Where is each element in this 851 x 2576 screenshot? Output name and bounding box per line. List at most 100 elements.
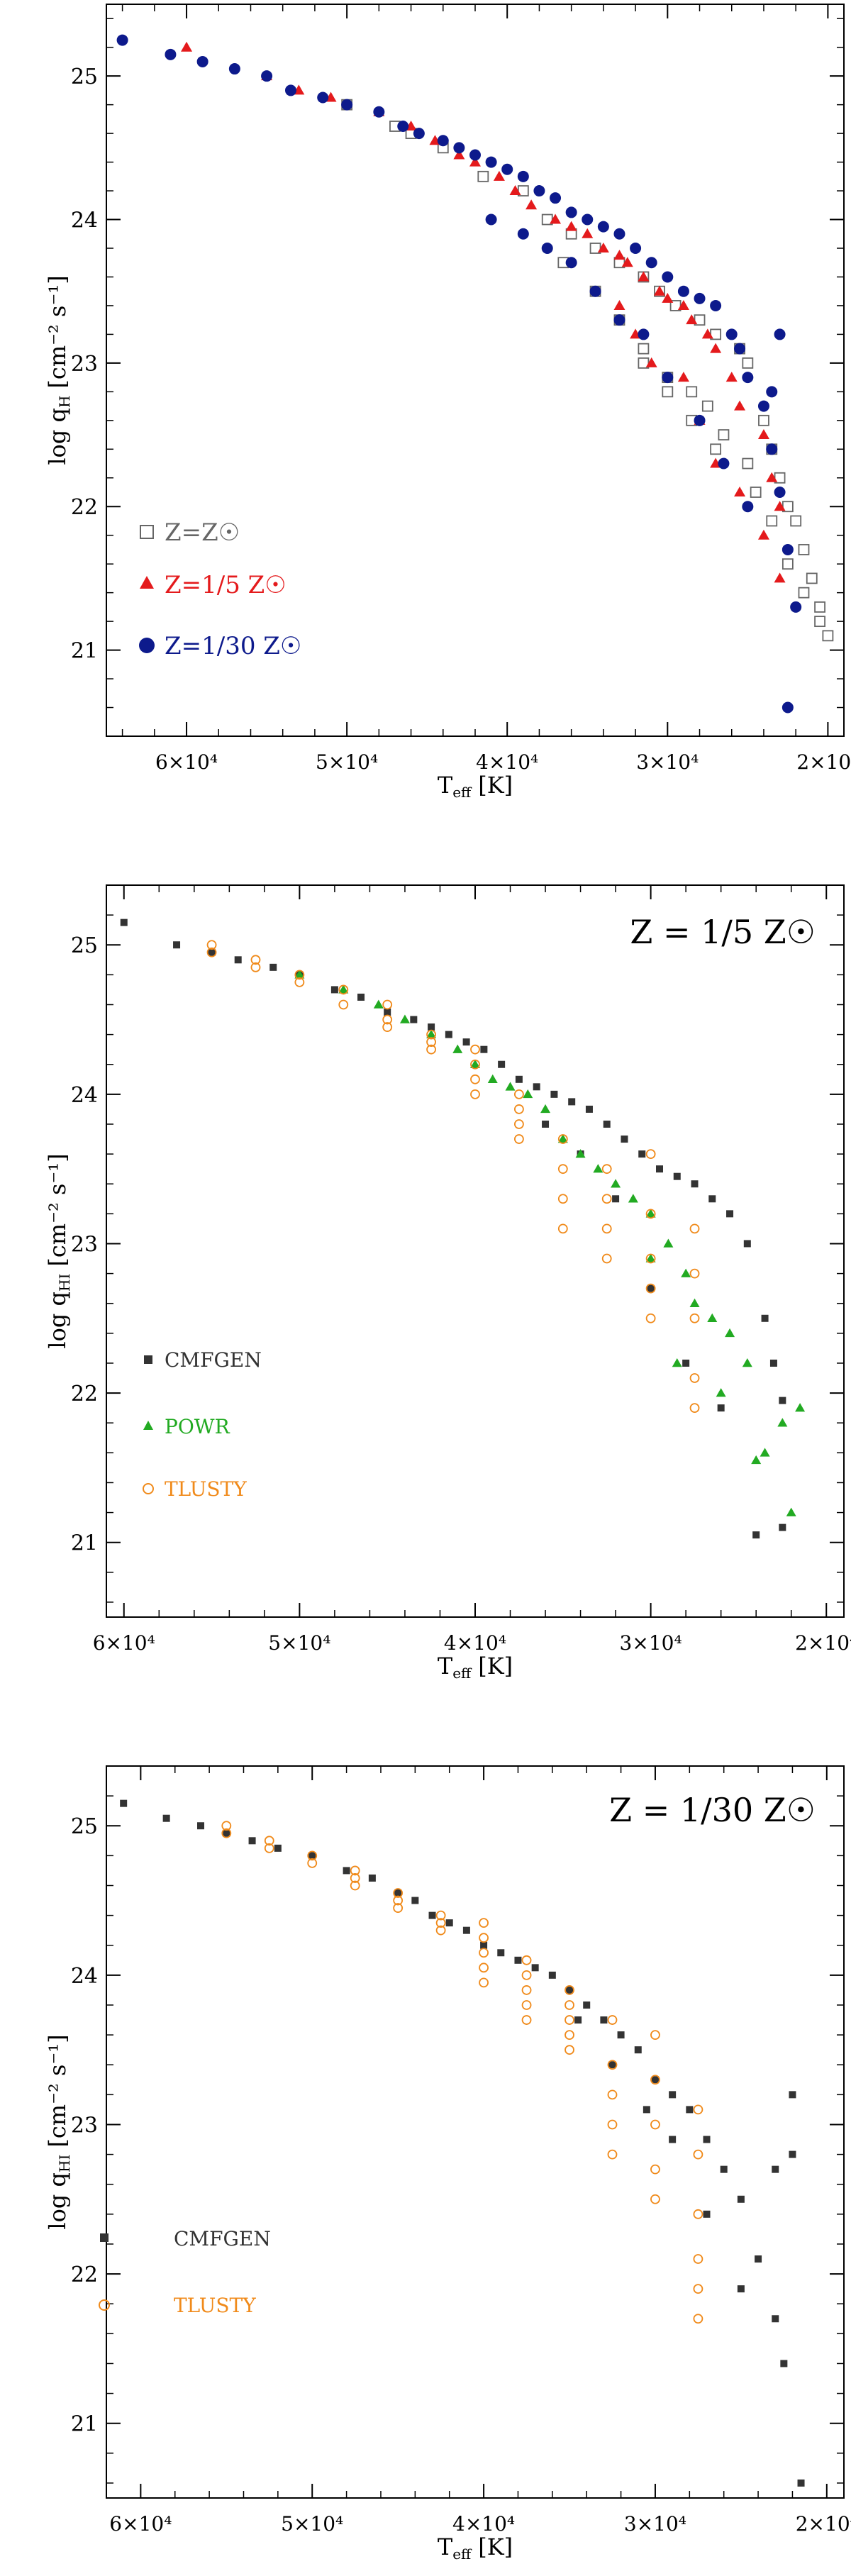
data-point (597, 221, 609, 233)
data-point (261, 70, 273, 82)
data-point (703, 2136, 711, 2143)
data-point (677, 372, 689, 382)
data-point (373, 999, 384, 1009)
data-point (343, 1867, 350, 1875)
data-point (777, 1418, 788, 1427)
panel-1-tick-labels: 21 22 23 24 25 6×10⁴ 5×10⁴ 4×10⁴ 3×10⁴ 2×10⁴ (71, 65, 851, 774)
data-point (264, 1843, 274, 1853)
panel-2-xlabel-sub: eff (452, 1665, 472, 1682)
data-point (411, 1897, 419, 1904)
data-point (638, 271, 650, 282)
data-point (814, 616, 825, 628)
panel-3-xlabel: Teff [K] (438, 2533, 513, 2563)
data-point (564, 2045, 574, 2055)
data-point (542, 1120, 550, 1128)
data-point (717, 1404, 725, 1412)
data-point (755, 2255, 762, 2263)
data-point (294, 970, 305, 980)
data-point (173, 941, 181, 949)
panel-1-ylabel: log qH [cm⁻² s⁻¹] (44, 275, 73, 465)
panel-3-xlabel-sub: eff (452, 2546, 472, 2563)
legend-marker-filled-triangle (140, 576, 154, 589)
panel-1-points (116, 34, 834, 714)
panel-1-ylabel-main: log q (44, 408, 71, 465)
data-point (607, 2119, 618, 2130)
data-point (566, 1986, 574, 1994)
data-point (317, 91, 329, 104)
x-tick-label: 3×10⁴ (636, 750, 699, 774)
data-point (564, 1985, 574, 1995)
data-point (693, 2104, 703, 2115)
y-tick-label: 21 (71, 1531, 98, 1556)
legend-label-fifth: Z=1/5 Z☉ (165, 571, 287, 599)
panel-2-xlabel: Teff [K] (438, 1653, 513, 1682)
data-point (514, 1104, 524, 1114)
data-point (564, 2000, 574, 2010)
panel-2-ylabel-sub: HI (56, 1274, 73, 1292)
data-point (790, 515, 802, 527)
data-point (181, 41, 193, 52)
data-point (250, 955, 261, 965)
panel-1-xlabel-unit: [K] (478, 772, 513, 799)
data-point (470, 1059, 480, 1070)
legend-marker-open-square (140, 525, 154, 539)
data-point (790, 601, 802, 613)
data-point (197, 1822, 205, 1830)
data-point (647, 1284, 655, 1292)
data-point (638, 328, 650, 340)
panel-3-tick-labels: 21 22 23 24 25 6×10⁴ 5×10⁴ 4×10⁴ 3×10⁴ 2×10⁴ (71, 1814, 851, 2536)
data-point (517, 228, 529, 240)
data-point (766, 515, 778, 527)
panel-2-ylabel-main: log q (44, 1292, 71, 1349)
x-tick-label: 2×10⁴ (796, 2512, 851, 2536)
x-tick-label: 2×10⁴ (795, 1631, 851, 1655)
data-point (686, 2106, 694, 2114)
panel-3-ticks (106, 1765, 844, 2498)
data-point (662, 292, 674, 303)
y-tick-label: 24 (71, 1083, 98, 1108)
x-tick-label: 5×10⁴ (281, 2512, 343, 2536)
data-point (742, 501, 754, 513)
data-point (686, 314, 698, 325)
data-point (613, 250, 625, 260)
data-point (689, 1298, 700, 1307)
data-point (583, 2001, 591, 2009)
panel-3-points (120, 1799, 805, 2487)
panel-3-ylabel: log qHI [cm⁻² s⁻¹] (44, 2034, 73, 2229)
legend-marker-filled-circle (139, 638, 155, 653)
data-point (693, 2284, 703, 2294)
data-point (470, 1089, 480, 1099)
data-point (165, 48, 177, 60)
data-point (120, 918, 128, 926)
data-point (612, 1195, 620, 1203)
data-point (462, 1926, 470, 1934)
data-point (575, 1149, 586, 1158)
data-point (769, 1359, 777, 1367)
data-point (693, 2254, 703, 2264)
data-point (514, 1089, 524, 1099)
legend-marker-powr (143, 1421, 153, 1430)
data-point (774, 572, 786, 583)
data-point (645, 1149, 656, 1160)
legend-label-tlusty: TLUSTY (174, 2294, 256, 2317)
data-point (779, 1397, 786, 1404)
data-point (779, 1523, 786, 1531)
data-point (497, 1949, 505, 1957)
data-point (814, 601, 825, 613)
x-tick-label: 6×10⁴ (155, 750, 218, 774)
data-point (540, 1104, 551, 1114)
data-point (621, 257, 633, 267)
data-point (593, 1164, 604, 1173)
data-point (601, 1194, 612, 1204)
data-point (382, 999, 393, 1010)
x-tick-label: 6×10⁴ (109, 2512, 172, 2536)
data-point (689, 1223, 700, 1234)
data-point (725, 328, 738, 340)
data-point (669, 2136, 677, 2143)
data-point (718, 457, 730, 470)
data-point (574, 2016, 582, 2024)
data-point (672, 1358, 682, 1367)
data-point (557, 1134, 568, 1143)
x-tick-label: 3×10⁴ (624, 2512, 686, 2536)
data-point (394, 1889, 402, 1897)
